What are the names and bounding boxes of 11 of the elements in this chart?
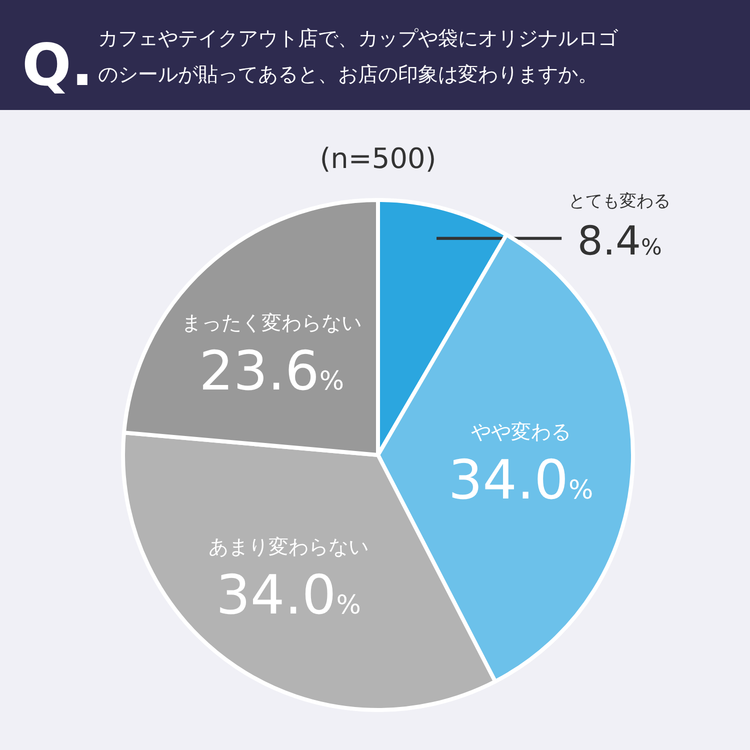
data-label: 34.0% bbox=[216, 564, 361, 627]
data-label: 23.6% bbox=[199, 340, 344, 403]
chart-subtitle: カフェやテイクアウト店で、カップや袋にオリジナルロゴのシールが貼ってあると、お店の印象は変わりますか。 bbox=[98, 26, 619, 86]
slice-label: まったく変わらない bbox=[182, 310, 362, 335]
slice-label: あまり変わらない bbox=[208, 534, 368, 559]
slice-label: やや変わる bbox=[470, 420, 571, 444]
data-label: 8.4% bbox=[577, 218, 662, 264]
text: (n=500) bbox=[320, 142, 436, 175]
slice-label: とても変わる bbox=[568, 191, 671, 212]
chart-title: Q. bbox=[22, 31, 94, 99]
data-label: 34.0% bbox=[448, 448, 594, 512]
